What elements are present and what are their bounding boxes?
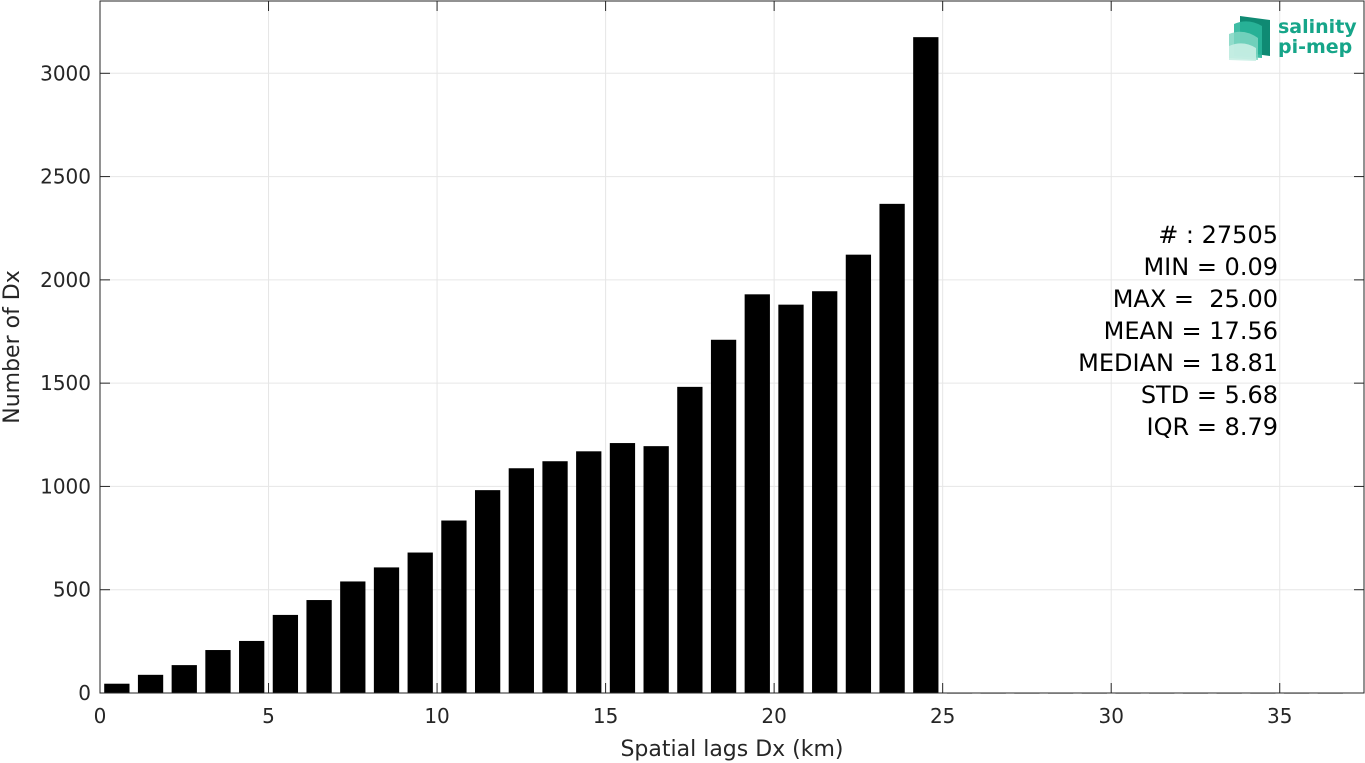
y-tick-label: 3000 [40,61,91,85]
histogram-bar [778,304,804,693]
histogram-bar [373,567,400,693]
histogram-bar [205,650,231,693]
histogram-bar [677,386,703,693]
histogram-bar [879,203,905,694]
x-tick-label: 20 [761,704,786,728]
histogram-bars [104,37,1343,694]
logo-line2: pi-mep [1278,36,1352,58]
x-tick-label: 35 [1267,704,1292,728]
stats-std: STD = 5.68 [1141,381,1278,409]
x-axis-title: Spatial lags Dx (km) [620,737,843,762]
histogram-bar [137,674,164,693]
x-tick-label: 15 [593,704,618,728]
y-axis-title: Number of Dx [0,270,25,424]
histogram-bar [744,294,770,693]
logo-line1: salinity [1278,16,1357,38]
y-tick-labels: 0 500 1000 1500 2000 2500 3000 [40,61,91,705]
histogram-bar [576,451,602,693]
histogram-bar [812,291,838,693]
histogram-bar [845,254,872,693]
histogram-bar [643,446,669,693]
plot-frame [99,0,1365,694]
stats-median: MEDIAN = 18.81 [1078,349,1278,377]
stats-count: # : 27505 [1158,221,1278,249]
y-tick-label: 0 [78,681,91,705]
histogram-bar [239,640,265,693]
histogram-bar [407,552,433,693]
histogram-bar [913,37,939,694]
y-tick-label: 500 [53,578,91,602]
x-tick-label: 25 [930,704,955,728]
x-tick-labels: 0 5 10 15 20 25 30 35 [94,704,1293,728]
histogram-bar [104,683,130,693]
histogram-bar [474,490,501,693]
stats-box: # : 27505 MIN = 0.09 MAX = 25.00 MEAN = … [1078,221,1278,441]
x-tick-label: 10 [424,704,449,728]
grid-lines [99,1,1364,694]
histogram-bar [441,520,467,693]
histogram-bar [542,461,568,693]
histogram-bar [306,600,332,693]
wave-logo-icon [1229,16,1270,61]
histogram-bar [609,443,636,693]
x-tick-label: 0 [94,704,107,728]
axis-ticks [99,1,1364,694]
y-tick-label: 1000 [40,474,91,498]
histogram-bar [171,665,197,693]
stats-max: MAX = 25.00 [1113,285,1278,313]
y-tick-label: 2500 [40,165,91,189]
stats-min: MIN = 0.09 [1143,253,1278,281]
stats-iqr: IQR = 8.79 [1147,413,1278,441]
stats-mean: MEAN = 17.56 [1104,317,1278,345]
histogram-bar [340,581,366,693]
x-tick-label: 30 [1098,704,1123,728]
y-tick-label: 1500 [40,371,91,395]
histogram-bar [710,339,737,693]
histogram-bar [508,468,534,693]
y-tick-label: 2000 [40,268,91,292]
x-tick-label: 5 [262,704,275,728]
salinity-pi-mep-logo: salinity pi-mep [1229,16,1357,61]
histogram-bar [272,614,299,693]
